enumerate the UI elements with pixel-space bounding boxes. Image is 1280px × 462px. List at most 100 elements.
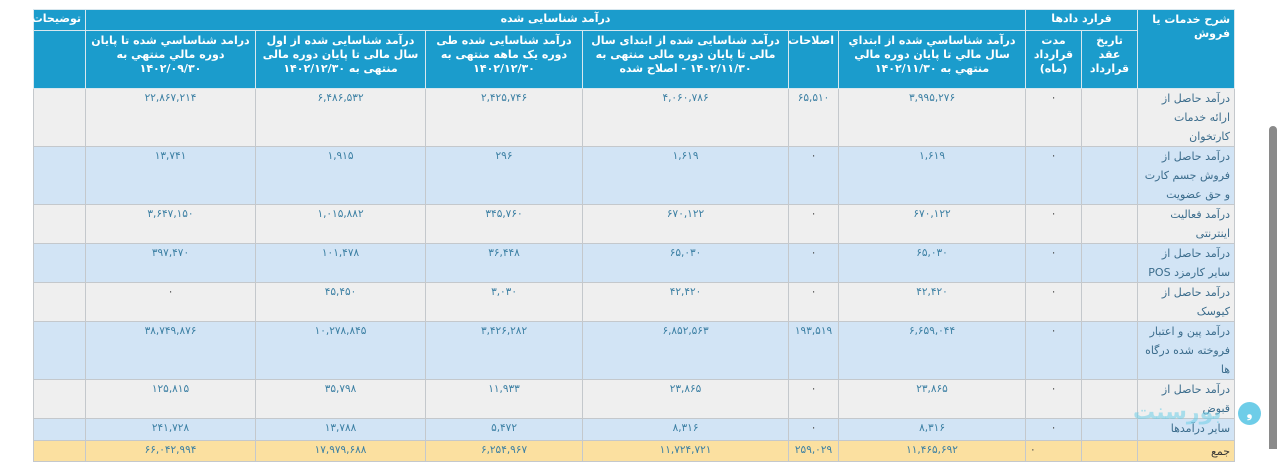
header-contracts-group: قرارد دادها (1025, 9, 1139, 31)
cell-ytd: ۱۱,۴۶۵,۶۹۲ (838, 440, 1027, 462)
table-row: درآمد حاصل از ارائه خدمات کارتخوان ٠ ۳,۹… (33, 88, 1236, 147)
cell-to-1402-09-30: ۲۴۱,۷۲۸ (84, 418, 257, 441)
cell-adjustments: ۱۹۳,۵۱۹ (788, 321, 840, 380)
cell-adjustments: ٠ (788, 243, 840, 283)
cell-description: سایر درآمدها (1137, 418, 1236, 441)
cell-one-month: ۳,۰۳۰ (425, 282, 584, 322)
cell-adjustments: ٠ (788, 146, 840, 205)
header-contract-duration: مدت قرارداد (ماه) (1025, 30, 1083, 89)
cell-contract-duration: ٠ (1025, 146, 1083, 205)
cell-ytd-adjusted: ۶۷۰,۱۲۲ (582, 204, 790, 244)
table-row: درآمد حاصل از فروش جسم کارت و حق عضویت ٠… (33, 146, 1236, 205)
cell-notes (33, 379, 86, 419)
cell-ytd-1402-12-30: ۱۳,۷۸۸ (255, 418, 427, 441)
cell-ytd-adjusted: ۶۵,۰۳۰ (582, 243, 790, 283)
cell-one-month: ۳۴۵,۷۶۰ (425, 204, 584, 244)
bourse-logo-icon: ❟ (1238, 402, 1261, 425)
cell-description: درآمد حاصل از فروش جسم کارت و حق عضویت (1137, 146, 1236, 205)
cell-to-1402-09-30: ۳,۶۴۷,۱۵۰ (84, 204, 257, 244)
cell-contract-duration: ٠ (1025, 440, 1083, 462)
cell-description: درآمد حاصل از قبوض (1137, 379, 1236, 419)
cell-notes (33, 146, 86, 205)
table-row: سایر درآمدها ٠ ۸,۳۱۶ ٠ ۸,۳۱۶ ۵,۴۷۲ ۱۳,۷۸… (33, 418, 1236, 441)
cell-ytd: ۸,۳۱۶ (838, 418, 1027, 441)
header-adjustments: اصلاحات (788, 30, 840, 89)
cell-ytd-1402-12-30: ۳۵,۷۹۸ (255, 379, 427, 419)
cell-description: درآمد حاصل از کیوسک (1137, 282, 1236, 322)
cell-adjustments: ٠ (788, 379, 840, 419)
table-row: درآمد حاصل از قبوض ٠ ۲۳,۸۶۵ ٠ ۲۳,۸۶۵ ۱۱,… (33, 379, 1236, 419)
cell-contract-duration: ٠ (1025, 88, 1083, 147)
cell-ytd-1402-12-30: ۴۵,۴۵۰ (255, 282, 427, 322)
cell-to-1402-09-30: ۲۲,۸۶۷,۲۱۴ (84, 88, 257, 147)
cell-contract-duration: ٠ (1025, 204, 1083, 244)
revenue-table-container: شرح خدمات یا فروش قرارد دادها درآمد شناس… (32, 9, 1236, 462)
cell-adjustments: ٠ (788, 282, 840, 322)
cell-ytd: ۶,۶۵۹,۰۴۴ (838, 321, 1027, 380)
cell-notes (33, 243, 86, 283)
cell-description: درآمد حاصل از ارائه خدمات کارتخوان (1137, 88, 1236, 147)
cell-notes (33, 282, 86, 322)
cell-one-month: ۶,۲۵۴,۹۶۷ (425, 440, 584, 462)
cell-notes (33, 418, 86, 441)
cell-one-month: ۲۹۶ (425, 146, 584, 205)
cell-contract-date (1081, 146, 1139, 205)
cell-notes (33, 88, 86, 147)
table-row: درآمد حاصل از سایر کارمزد POS ٠ ۶۵,۰۳۰ ٠… (33, 243, 1236, 283)
cell-to-1402-09-30: ۶۶,۰۴۲,۹۹۴ (84, 440, 257, 462)
cell-ytd: ۶۵,۰۳۰ (838, 243, 1027, 283)
cell-contract-date (1081, 88, 1139, 147)
cell-contract-date (1081, 243, 1139, 283)
cell-notes (33, 204, 86, 244)
cell-one-month: ۳,۴۲۶,۲۸۲ (425, 321, 584, 380)
cell-description: درآمد حاصل از سایر کارمزد POS (1137, 243, 1236, 283)
header-notes: توضیحات (32, 9, 86, 31)
header-one-month: درآمد شناسایی شده طی دوره یک ماهه منتهی … (425, 30, 584, 89)
cell-contract-date (1081, 321, 1139, 380)
cell-ytd: ۲۳,۸۶۵ (838, 379, 1027, 419)
header-notes-sub (33, 30, 86, 89)
cell-notes (33, 440, 86, 462)
cell-contract-duration: ٠ (1025, 243, 1083, 283)
header-contract-date: تاریخ عقد قرارداد (1081, 30, 1139, 89)
cell-adjustments: ٠ (788, 418, 840, 441)
cell-ytd-1402-12-30: ۱۷,۹۷۹,۶۸۸ (255, 440, 427, 462)
cell-ytd-adjusted: ۱,۶۱۹ (582, 146, 790, 205)
vertical-scrollbar[interactable] (1269, 126, 1277, 449)
cell-description: درآمد پین و اعتبار فروخته شده درگاه ها (1137, 321, 1236, 380)
cell-one-month: ۲,۴۲۵,۷۴۶ (425, 88, 584, 147)
cell-ytd-1402-12-30: ۱,۰۱۵,۸۸۲ (255, 204, 427, 244)
total-row: جمع ٠ ۱۱,۴۶۵,۶۹۲ ۲۵۹,۰۲۹ ۱۱,۷۲۴,۷۲۱ ۶,۲۵… (33, 440, 1236, 462)
cell-contract-duration: ٠ (1025, 321, 1083, 380)
cell-ytd-adjusted: ۸,۳۱۶ (582, 418, 790, 441)
cell-contract-date (1081, 282, 1139, 322)
table-row: درآمد فعالیت اینترنتی ٠ ۶۷۰,۱۲۲ ٠ ۶۷۰,۱۲… (33, 204, 1236, 244)
cell-ytd-1402-12-30: ۱,۹۱۵ (255, 146, 427, 205)
cell-contract-date (1081, 204, 1139, 244)
cell-one-month: ۱۱,۹۳۳ (425, 379, 584, 419)
cell-ytd: ۳,۹۹۵,۲۷۶ (838, 88, 1027, 147)
header-to-1402-09-30: درامد شناساسي شده تا پايان دوره مالي منت… (84, 30, 257, 89)
cell-ytd: ۴۲,۴۲۰ (838, 282, 1027, 322)
cell-contract-duration: ٠ (1025, 379, 1083, 419)
header-ytd-adjusted: درآمد شناسایی شده از ابتدای سال مالی تا … (582, 30, 790, 89)
header-description: شرح خدمات یا فروش (1137, 9, 1236, 89)
cell-to-1402-09-30: ۱۲۵,۸۱۵ (84, 379, 257, 419)
cell-ytd-1402-12-30: ۶,۴۸۶,۵۳۲ (255, 88, 427, 147)
cell-ytd-adjusted: ۱۱,۷۲۴,۷۲۱ (582, 440, 790, 462)
cell-ytd: ۱,۶۱۹ (838, 146, 1027, 205)
cell-contract-date (1081, 440, 1139, 462)
cell-ytd-adjusted: ۶,۸۵۲,۵۶۳ (582, 321, 790, 380)
cell-ytd-1402-12-30: ۱۰۱,۴۷۸ (255, 243, 427, 283)
cell-adjustments: ٠ (788, 204, 840, 244)
cell-one-month: ۳۶,۴۴۸ (425, 243, 584, 283)
cell-ytd-adjusted: ۴۲,۴۲۰ (582, 282, 790, 322)
cell-ytd-adjusted: ۲۳,۸۶۵ (582, 379, 790, 419)
header-revenue-group: درآمد شناسایی شده (84, 9, 1027, 31)
cell-contract-duration: ٠ (1025, 282, 1083, 322)
cell-to-1402-09-30: ۳۹۷,۴۷۰ (84, 243, 257, 283)
cell-adjustments: ۶۵,۵۱۰ (788, 88, 840, 147)
cell-description: درآمد فعالیت اینترنتی (1137, 204, 1236, 244)
cell-one-month: ۵,۴۷۲ (425, 418, 584, 441)
cell-ytd: ۶۷۰,۱۲۲ (838, 204, 1027, 244)
